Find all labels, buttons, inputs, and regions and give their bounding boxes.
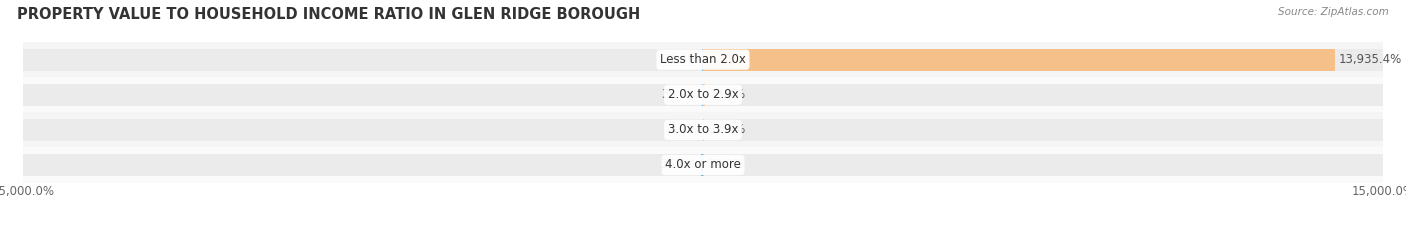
Text: 4.0x or more: 4.0x or more xyxy=(665,158,741,172)
Text: 20.9%: 20.9% xyxy=(707,158,745,172)
Bar xyxy=(702,154,703,176)
Bar xyxy=(22,49,1384,70)
Text: PROPERTY VALUE TO HOUSEHOLD INCOME RATIO IN GLEN RIDGE BOROUGH: PROPERTY VALUE TO HOUSEHOLD INCOME RATIO… xyxy=(17,7,640,22)
Text: 28.4%: 28.4% xyxy=(661,53,699,66)
Text: 2.0x to 2.9x: 2.0x to 2.9x xyxy=(668,88,738,101)
Bar xyxy=(22,42,1384,77)
Bar xyxy=(703,49,1334,70)
Legend: Without Mortgage, With Mortgage: Without Mortgage, With Mortgage xyxy=(575,231,831,234)
Text: 22.3%: 22.3% xyxy=(707,123,745,136)
Text: 4.2%: 4.2% xyxy=(669,123,699,136)
Text: 36.6%: 36.6% xyxy=(661,158,697,172)
Text: 3.0x to 3.9x: 3.0x to 3.9x xyxy=(668,123,738,136)
Bar xyxy=(22,84,1384,106)
Bar xyxy=(22,77,1384,112)
Bar xyxy=(22,112,1384,147)
Bar xyxy=(703,84,704,106)
Text: 30.8%: 30.8% xyxy=(661,88,697,101)
Bar xyxy=(22,147,1384,183)
Bar xyxy=(22,119,1384,141)
Text: 33.4%: 33.4% xyxy=(709,88,745,101)
Bar xyxy=(22,154,1384,176)
Text: Less than 2.0x: Less than 2.0x xyxy=(659,53,747,66)
Text: 13,935.4%: 13,935.4% xyxy=(1339,53,1402,66)
Text: Source: ZipAtlas.com: Source: ZipAtlas.com xyxy=(1278,7,1389,17)
